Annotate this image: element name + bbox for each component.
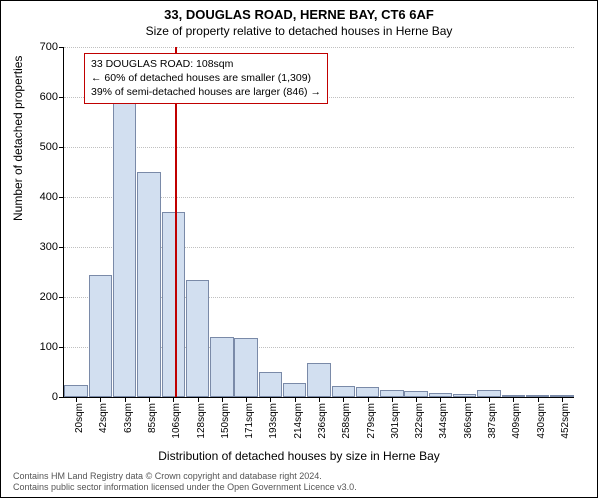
ytick-label: 700 <box>18 41 58 53</box>
gridline <box>64 47 574 48</box>
credits: Contains HM Land Registry data © Crown c… <box>13 471 357 493</box>
histogram-bar <box>137 172 160 397</box>
xtick-label: 171sqm <box>244 367 255 403</box>
ytick-mark <box>59 247 64 248</box>
x-axis-label: Distribution of detached houses by size … <box>1 449 597 463</box>
page-title: 33, DOUGLAS ROAD, HERNE BAY, CT6 6AF <box>1 7 597 22</box>
xtick-label: 279sqm <box>366 367 377 403</box>
xtick-label: 258sqm <box>341 367 352 403</box>
ytick-label: 300 <box>18 241 58 253</box>
xtick-label: 128sqm <box>196 367 207 403</box>
ytick-mark <box>59 147 64 148</box>
ytick-mark <box>59 47 64 48</box>
chart-subtitle: Size of property relative to detached ho… <box>1 24 597 38</box>
xtick-label: 301sqm <box>390 367 401 403</box>
ytick-label: 0 <box>18 391 58 403</box>
ytick-label: 400 <box>18 191 58 203</box>
xtick-label: 322sqm <box>414 367 425 403</box>
xtick-label: 85sqm <box>147 373 158 403</box>
infobox-line: 39% of semi-detached houses are larger (… <box>91 85 321 99</box>
infobox-line: 33 DOUGLAS ROAD: 108sqm <box>91 57 321 71</box>
xtick-label: 344sqm <box>438 367 449 403</box>
xtick-label: 214sqm <box>293 367 304 403</box>
ytick-mark <box>59 397 64 398</box>
xtick-label: 63sqm <box>123 373 134 403</box>
credits-line: Contains public sector information licen… <box>13 482 357 493</box>
credits-line: Contains HM Land Registry data © Crown c… <box>13 471 357 482</box>
ytick-mark <box>59 197 64 198</box>
xtick-label: 236sqm <box>317 367 328 403</box>
xtick-label: 387sqm <box>487 367 498 403</box>
xtick-label: 42sqm <box>98 373 109 403</box>
xtick-label: 430sqm <box>536 367 547 403</box>
histogram-bar <box>113 102 136 397</box>
infobox-line: ← 60% of detached houses are smaller (1,… <box>91 71 321 85</box>
xtick-label: 193sqm <box>268 367 279 403</box>
ytick-mark <box>59 97 64 98</box>
plot-area: 010020030040050060070020sqm42sqm63sqm85s… <box>63 47 574 398</box>
xtick-label: 409sqm <box>511 367 522 403</box>
ytick-label: 100 <box>18 341 58 353</box>
ytick-label: 200 <box>18 291 58 303</box>
ytick-mark <box>59 297 64 298</box>
ytick-mark <box>59 347 64 348</box>
gridline <box>64 147 574 148</box>
ytick-label: 500 <box>18 141 58 153</box>
reference-infobox: 33 DOUGLAS ROAD: 108sqm ← 60% of detache… <box>84 53 328 104</box>
xtick-label: 150sqm <box>220 367 231 403</box>
ytick-label: 600 <box>18 91 58 103</box>
xtick-label: 366sqm <box>463 367 474 403</box>
xtick-label: 20sqm <box>74 373 85 403</box>
chart-container: 33, DOUGLAS ROAD, HERNE BAY, CT6 6AF Siz… <box>0 0 598 498</box>
xtick-label: 452sqm <box>560 367 571 403</box>
